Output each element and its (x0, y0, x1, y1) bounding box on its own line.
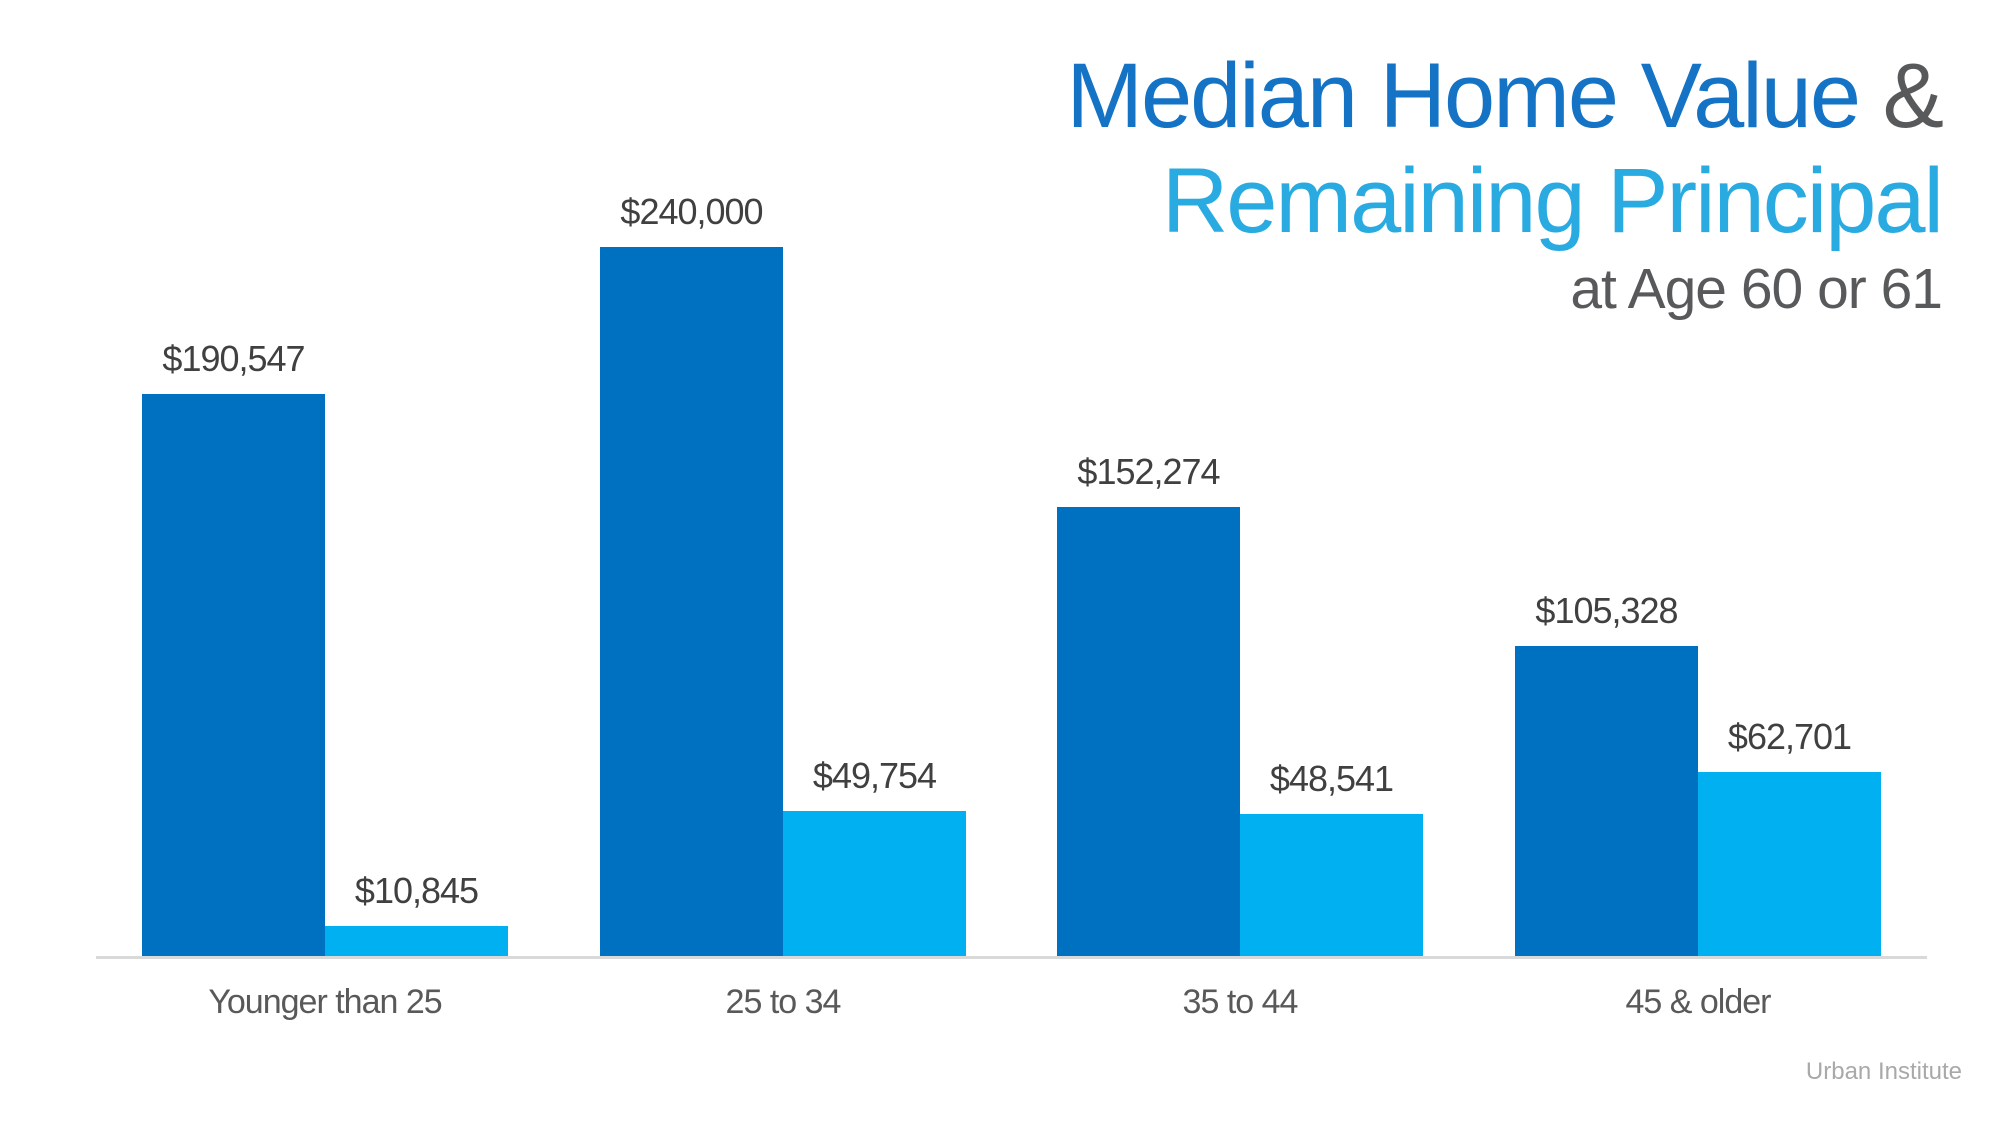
bar-remaining-principal (1240, 814, 1423, 958)
value-label: $48,541 (1269, 758, 1394, 799)
title-line2: Remaining Principal (1161, 149, 1944, 252)
category-label: Younger than 25 (208, 983, 442, 1021)
value-label: $49,754 (812, 755, 937, 796)
title-line1-main: Median Home Value (1066, 45, 1861, 147)
bar-median-home-value (1515, 646, 1698, 958)
bar-median-home-value (1057, 507, 1240, 958)
value-label: $152,274 (1077, 451, 1220, 492)
value-label: $10,845 (354, 870, 479, 911)
category-label: 35 to 44 (1182, 983, 1299, 1021)
value-label: $190,547 (162, 338, 305, 379)
category-label: 45 & older (1625, 983, 1772, 1021)
chart-title: Median Home Value & Remaining Principal … (1066, 44, 1944, 325)
title-line3: at Age 60 or 61 (1570, 256, 1943, 321)
value-label: $240,000 (620, 191, 763, 232)
value-label: $62,701 (1727, 716, 1852, 757)
bar-remaining-principal (783, 811, 966, 958)
bar-remaining-principal (325, 926, 508, 958)
category-label: 25 to 34 (725, 983, 842, 1021)
bar-median-home-value (142, 394, 325, 958)
bar-remaining-principal (1698, 772, 1881, 958)
title-ampersand: & (1882, 45, 1944, 147)
bar-median-home-value (600, 247, 783, 958)
value-label: $105,328 (1535, 590, 1678, 631)
source-credit: Urban Institute (1805, 1058, 1962, 1085)
plot-area: $190,547 $10,845 $240,000 $49,754 $152,274 $4… (142, 191, 1881, 958)
x-axis-line (96, 956, 1927, 959)
title-line1: Median Home Value & (1066, 44, 1944, 149)
